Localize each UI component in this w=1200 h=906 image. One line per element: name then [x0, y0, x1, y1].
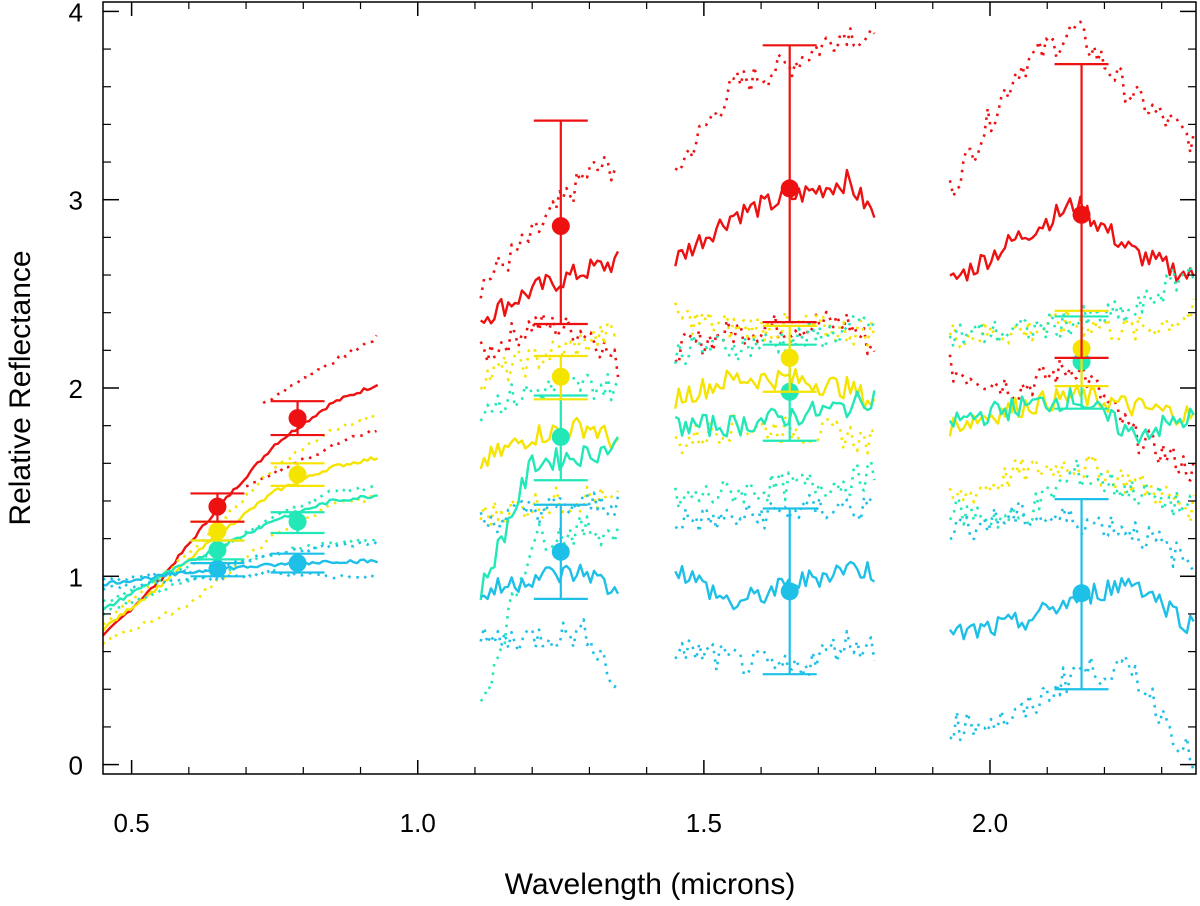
blue-band-point [1072, 584, 1091, 603]
blue-mean-curve [948, 577, 1195, 641]
blue-mean-curve [480, 563, 620, 601]
blue-lower-dotted-curve [479, 618, 620, 689]
y-tick-label: 3 [69, 186, 83, 216]
blue-upper-dotted-curve [103, 540, 379, 583]
yellow-band-point [208, 522, 227, 541]
teal-mean-curve [479, 436, 619, 601]
red-upper-dotted-curve [674, 27, 876, 173]
teal-lower-dotted-curve [479, 514, 620, 703]
y-axis-title: Relative Reflectance [4, 250, 37, 525]
red-mean-curve [674, 168, 876, 267]
ticks-layer [103, 2, 1196, 774]
red-band-point [288, 409, 307, 428]
yellow-band-point [288, 465, 307, 484]
plot-frame [102, 1, 1197, 775]
blue-upper-dotted-curve [949, 500, 1195, 572]
red-band-point [1072, 205, 1091, 224]
blue-band-point [208, 559, 227, 578]
blue-lower-dotted-curve [949, 654, 1195, 771]
teal-lower-dotted-curve [948, 457, 1194, 529]
teal-upper-dotted-curve [479, 373, 620, 422]
red-lower-dotted-curve [245, 429, 378, 488]
red-mean-curve [480, 250, 620, 325]
red-band-point [551, 217, 570, 236]
blue-band-point [551, 542, 570, 561]
yellow-lower-dotted-curve [948, 453, 1195, 524]
blue-upper-dotted-curve [674, 493, 875, 534]
red-lower-dotted-curve [948, 354, 1195, 482]
red-band-point [208, 497, 227, 516]
y-tick-label: 1 [69, 562, 83, 592]
yellow-mean-curve [479, 416, 619, 470]
teal-band-point [208, 540, 227, 559]
blue-band-point [288, 554, 307, 573]
blue-lower-dotted-curve [674, 629, 876, 678]
red-upper-dotted-curve [262, 334, 378, 405]
y-tick-label: 0 [69, 751, 83, 781]
red-upper-dotted-curve [948, 20, 1195, 198]
blue-lower-dotted-curve [103, 568, 379, 591]
teal-band-point [288, 512, 307, 531]
yellow-mean-curve [674, 368, 876, 410]
x-tick-label: 1.0 [400, 808, 436, 838]
red-upper-dotted-curve [479, 156, 619, 299]
blue-band-point [780, 582, 799, 601]
teal-mean-curve [674, 390, 876, 438]
blue-mean-curve [103, 558, 379, 587]
yellow-upper-dotted-curve [948, 298, 1195, 349]
yellow-lower-dotted-curve [674, 410, 876, 455]
yellow-band-point [551, 367, 570, 386]
x-tick-label: 1.5 [686, 808, 722, 838]
yellow-upper-dotted-curve [103, 412, 378, 626]
red-mean-curve [949, 195, 1195, 283]
x-axis-title: Wavelength (microns) [505, 868, 796, 901]
x-tick-label: 2.0 [972, 808, 1008, 838]
yellow-mean-curve [103, 456, 379, 632]
red-band-point [780, 179, 799, 198]
teal-upper-dotted-curve [948, 264, 1195, 348]
teal-lower-dotted-curve [674, 460, 876, 510]
yellow-lower-dotted-curve [479, 485, 619, 527]
red-mean-curve [103, 383, 379, 637]
y-tick-label: 4 [69, 0, 83, 27]
yellow-upper-dotted-curve [674, 302, 876, 347]
teal-mean-curve [103, 494, 378, 611]
tick-labels-layer: 0.5 1.0 1.5 2.0 0 1 2 3 4 [69, 0, 1009, 838]
markers-layer [190, 44, 1109, 691]
teal-mean-curve [948, 387, 1195, 445]
blue-mean-curve [674, 560, 876, 611]
series-layer [103, 20, 1195, 771]
x-tick-label: 0.5 [114, 808, 150, 838]
yellow-band-point [780, 348, 799, 367]
y-tick-label: 2 [69, 374, 83, 404]
teal-band-point [551, 427, 570, 446]
